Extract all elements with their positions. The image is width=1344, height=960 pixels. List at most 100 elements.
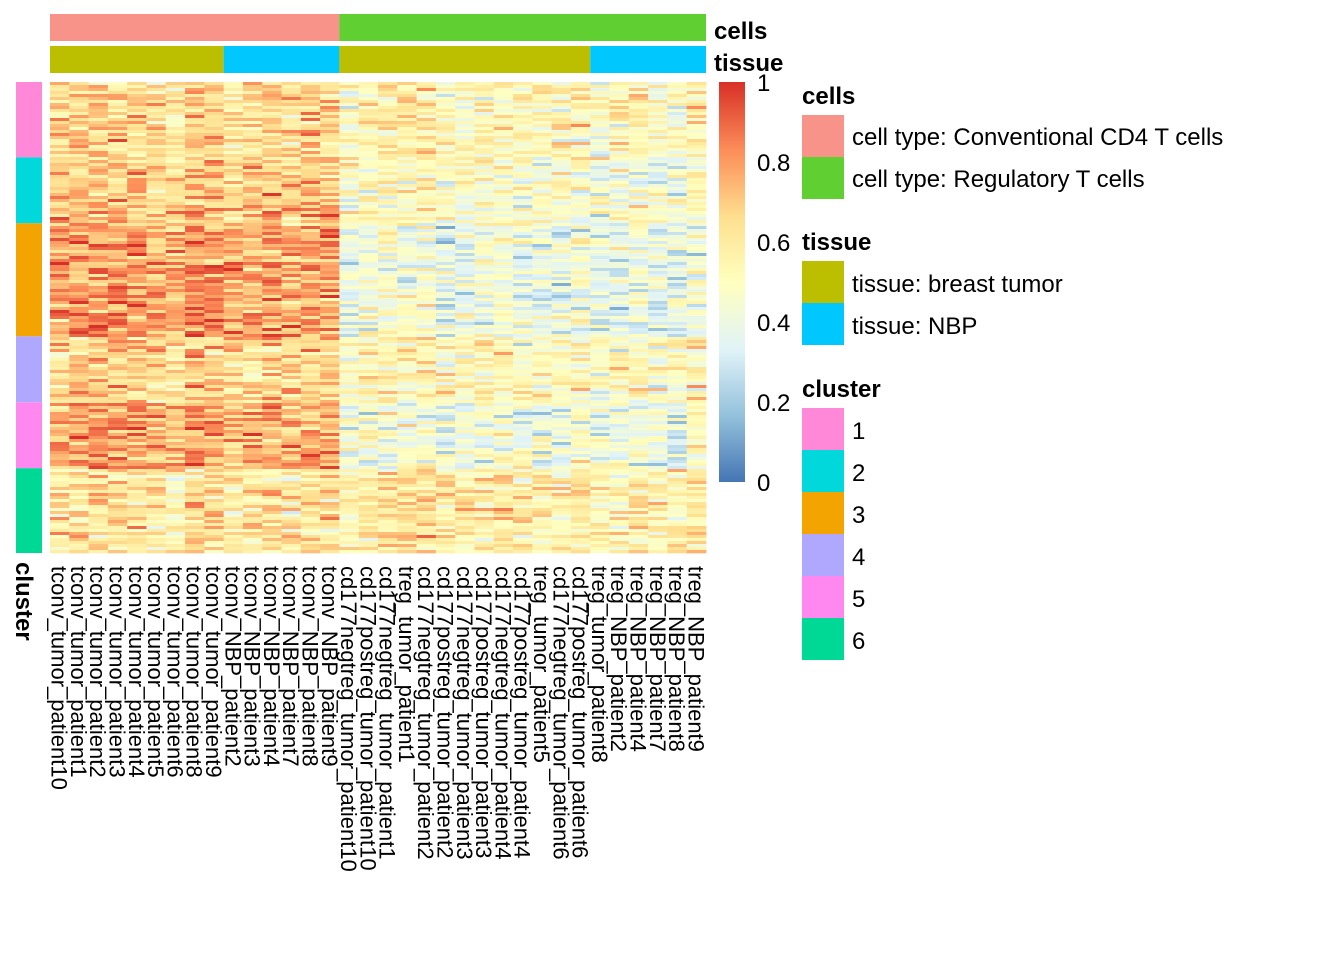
- heatmap-cell: [570, 427, 591, 431]
- heatmap-cell: [648, 262, 668, 266]
- heatmap-cell: [628, 355, 649, 359]
- heatmap-cell: [416, 334, 437, 338]
- heatmap-cell: [397, 145, 417, 149]
- heatmap-cell: [590, 358, 610, 362]
- heatmap-cell: [320, 532, 340, 536]
- heatmap-cell: [204, 313, 225, 317]
- heatmap-cell: [532, 253, 553, 257]
- heatmap-cell: [474, 373, 495, 377]
- heatmap-cell: [88, 139, 109, 143]
- heatmap-cell: [493, 421, 514, 425]
- heatmap-cell: [628, 169, 649, 173]
- heatmap-cell: [493, 541, 514, 545]
- heatmap-cell: [223, 202, 244, 206]
- heatmap-cell: [493, 283, 514, 287]
- heatmap-cell: [320, 472, 340, 476]
- heatmap-cell: [262, 478, 282, 482]
- heatmap-cell: [609, 211, 630, 215]
- heatmap-cell: [281, 499, 302, 503]
- heatmap-cell: [474, 253, 495, 257]
- heatmap-cell: [300, 496, 321, 500]
- heatmap-cell: [262, 532, 282, 536]
- heatmap-cell: [262, 484, 282, 488]
- heatmap-cell: [262, 523, 282, 527]
- heatmap-cell: [609, 175, 630, 179]
- heatmap-cell: [609, 217, 630, 221]
- heatmap-cell: [262, 328, 282, 332]
- heatmap-cell: [474, 292, 495, 296]
- heatmap-cell: [551, 274, 572, 278]
- heatmap-cell: [88, 97, 109, 101]
- heatmap-cell: [50, 466, 70, 470]
- heatmap-cell: [435, 97, 456, 101]
- heatmap-cell: [378, 289, 398, 293]
- heatmap-cell: [609, 316, 630, 320]
- heatmap-cell: [165, 289, 186, 293]
- heatmap-cell: [300, 328, 321, 332]
- heatmap-cell: [320, 430, 340, 434]
- heatmap-cell: [513, 310, 533, 314]
- heatmap-cell: [50, 526, 70, 530]
- heatmap-cell: [185, 322, 205, 326]
- heatmap-cell: [300, 280, 321, 284]
- heatmap-cell: [378, 301, 398, 305]
- heatmap-cell: [50, 343, 70, 347]
- heatmap-cell: [223, 529, 244, 533]
- heatmap-cell: [185, 463, 205, 467]
- heatmap-cell: [204, 505, 225, 509]
- heatmap-cell: [69, 235, 89, 239]
- heatmap-cell: [358, 352, 379, 356]
- heatmap-cell: [570, 496, 591, 500]
- heatmap-cell: [493, 337, 514, 341]
- heatmap-cell: [416, 124, 437, 128]
- heatmap-cell: [300, 154, 321, 158]
- heatmap-cell: [242, 286, 263, 290]
- heatmap-cell: [378, 238, 398, 242]
- heatmap-cell: [281, 241, 302, 245]
- heatmap-cell: [416, 490, 437, 494]
- heatmap-cell: [107, 412, 128, 416]
- heatmap-cell: [127, 136, 147, 140]
- heatmap-cell: [320, 535, 340, 539]
- heatmap-cell: [628, 391, 649, 395]
- heatmap-cell: [532, 424, 553, 428]
- heatmap-cell: [339, 406, 360, 410]
- heatmap-cell: [455, 394, 475, 398]
- heatmap-cell: [281, 481, 302, 485]
- heatmap-cell: [609, 259, 630, 263]
- heatmap-cell: [397, 541, 417, 545]
- heatmap-cell: [590, 448, 610, 452]
- heatmap-cell: [455, 472, 475, 476]
- heatmap-cell: [242, 205, 263, 209]
- heatmap-cell: [242, 529, 263, 533]
- heatmap-cell: [570, 292, 591, 296]
- heatmap-cell: [185, 391, 205, 395]
- heatmap-cell: [551, 514, 572, 518]
- heatmap-cell: [513, 535, 533, 539]
- heatmap-cell: [378, 511, 398, 515]
- heatmap-cell: [339, 331, 360, 335]
- heatmap-cell: [300, 253, 321, 257]
- heatmap-cell: [88, 193, 109, 197]
- heatmap-cell: [320, 115, 340, 119]
- heatmap-cell: [185, 364, 205, 368]
- heatmap-cell: [532, 451, 553, 455]
- heatmap-cell: [378, 397, 398, 401]
- heatmap-cell: [532, 199, 553, 203]
- heatmap-cell: [358, 463, 379, 467]
- heatmap-cell: [570, 364, 591, 368]
- heatmap-cell: [146, 385, 167, 389]
- heatmap-cell: [281, 91, 302, 95]
- heatmap-cell: [127, 250, 147, 254]
- heatmap-cell: [127, 163, 147, 167]
- heatmap-cell: [69, 412, 89, 416]
- heatmap-cell: [551, 271, 572, 275]
- heatmap-cell: [570, 379, 591, 383]
- heatmap-cell: [590, 550, 610, 554]
- heatmap-cell: [320, 298, 340, 302]
- heatmap-cell: [107, 241, 128, 245]
- heatmap-cell: [493, 145, 514, 149]
- heatmap-cell: [300, 487, 321, 491]
- heatmap-cell: [223, 544, 244, 548]
- heatmap-cell: [185, 328, 205, 332]
